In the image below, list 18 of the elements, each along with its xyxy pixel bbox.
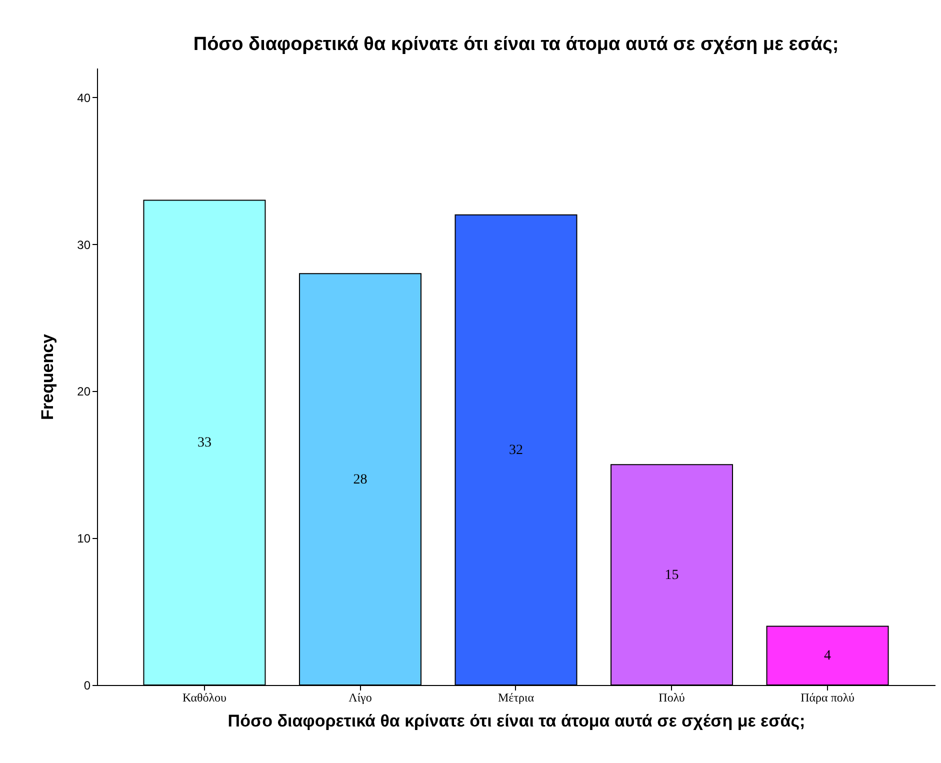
- data-label: 15: [664, 568, 679, 583]
- data-label: 4: [824, 648, 832, 664]
- x-tick-label: Πολύ: [658, 690, 685, 704]
- x-tick-label: Μέτρια: [498, 690, 535, 704]
- y-tick-label: 20: [77, 384, 91, 399]
- data-label: 32: [509, 442, 523, 458]
- data-label: 33: [197, 436, 212, 451]
- data-label: 28: [353, 472, 368, 488]
- y-tick-label: 0: [84, 678, 91, 692]
- x-tick-label: Καθόλου: [182, 690, 227, 704]
- y-tick-label: 30: [77, 238, 91, 252]
- x-tick-label: Πάρα πολύ: [800, 690, 854, 704]
- x-tick-label: Λίγο: [348, 690, 372, 704]
- y-tick-label: 10: [77, 532, 91, 546]
- x-axis-title: Πόσο διαφορετικά θα κρίνατε ότι είναι τα άτομα αυτά σε σχέση με εσάς;: [228, 712, 806, 730]
- y-tick-label: 40: [77, 90, 91, 105]
- chart-title: Πόσο διαφορετικά θα κρίνατε ότι είναι τα άτομα αυτά σε σχέση με εσάς;: [193, 34, 839, 55]
- y-axis-title: Frequency: [38, 333, 58, 420]
